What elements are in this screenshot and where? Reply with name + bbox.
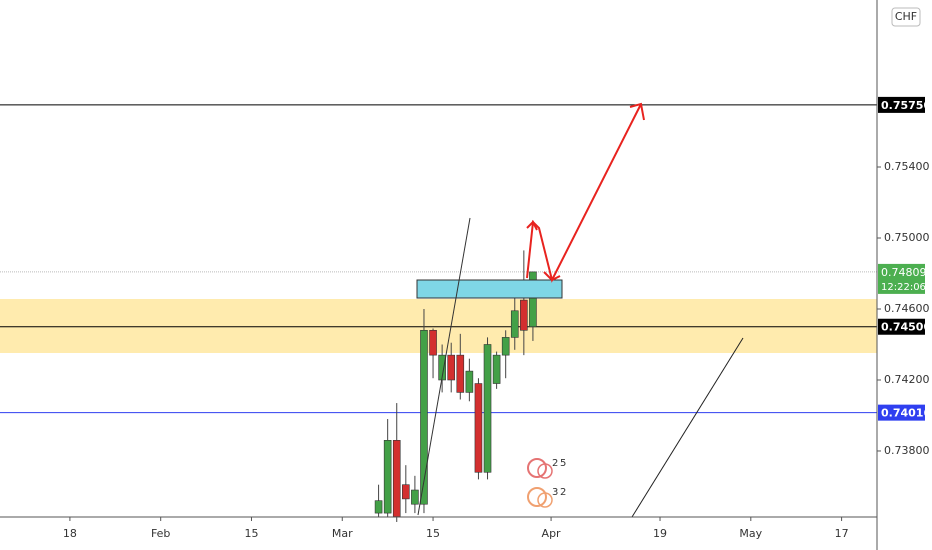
drawings: 2 53 2	[416, 102, 744, 518]
candle-body	[402, 484, 410, 500]
x-tick-label: Apr	[542, 527, 562, 540]
candle-body	[392, 440, 401, 517]
x-tick-label: 15	[244, 527, 258, 540]
price-label-box	[878, 404, 925, 421]
arrow-head	[526, 220, 538, 231]
plot	[0, 104, 877, 522]
candle-body	[420, 329, 428, 505]
axes: 0.73800 0.74200 0.74600 0.75000 0.75400 18 Feb…	[63, 96, 931, 540]
event-icon	[537, 463, 553, 479]
projection-arrow	[526, 103, 642, 283]
resistance-box	[416, 279, 563, 299]
event-count: 2	[552, 458, 558, 469]
candle-body	[447, 354, 456, 381]
event-count: 2	[560, 487, 566, 498]
y-tick-label: 0.74600	[884, 302, 930, 315]
x-tick-label: 17	[835, 527, 849, 540]
last-price-label: 0.74809	[881, 266, 927, 279]
candle-body	[501, 337, 510, 356]
event-icon	[537, 492, 553, 508]
event-icon[interactable]	[527, 487, 547, 507]
candle-body	[520, 299, 528, 331]
x-tick-label: Mar	[332, 527, 353, 540]
trend-line	[417, 217, 471, 516]
candle-body	[411, 489, 419, 505]
candle-body	[510, 310, 519, 338]
event-count: 3	[552, 487, 558, 498]
y-tick-label: 0.73800	[884, 444, 930, 457]
y-tick-label: 0.75400	[884, 160, 930, 173]
price-label: 0.74016	[881, 407, 931, 420]
support-zone	[0, 299, 877, 353]
event-count: 5	[560, 458, 566, 469]
candle-body	[374, 500, 383, 514]
trend-line	[631, 337, 744, 518]
arrow-head	[629, 102, 645, 121]
y-tick-label: 0.74200	[884, 373, 930, 386]
arrow-head	[543, 271, 561, 282]
candle-body	[456, 354, 465, 393]
last-price-box	[878, 263, 925, 294]
currency-badge[interactable]	[891, 7, 921, 27]
currency-label: CHF	[895, 10, 917, 23]
candle-body	[383, 440, 392, 514]
x-tick-label: May	[739, 527, 762, 540]
candle-body	[492, 354, 501, 384]
candle-body	[529, 271, 537, 328]
price-label-box	[878, 318, 925, 335]
x-tick-label: 15	[426, 527, 440, 540]
candle-body	[429, 329, 437, 356]
countdown: 12:22:06	[881, 282, 926, 293]
price-label-box	[878, 96, 925, 113]
x-tick-label: Feb	[151, 527, 170, 540]
x-tick-label: 19	[653, 527, 667, 540]
candle-body	[474, 383, 483, 473]
drawings-back	[0, 299, 877, 353]
event-icon[interactable]	[527, 458, 547, 478]
price-label: 0.74500	[881, 321, 931, 334]
price-label: 0.75750	[881, 99, 931, 112]
candle-body	[483, 344, 492, 473]
candle-body	[465, 370, 474, 393]
y-tick-label: 0.75000	[884, 231, 930, 244]
x-tick-label: 18	[63, 527, 77, 540]
